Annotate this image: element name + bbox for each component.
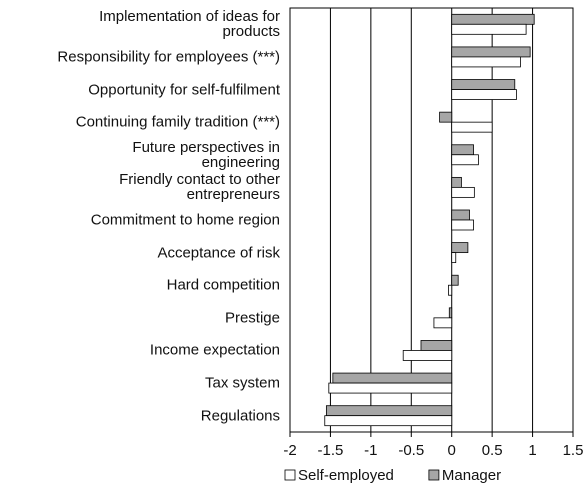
bar	[451, 154, 479, 166]
bar	[451, 186, 475, 198]
category-label: Continuing family tradition (***)	[75, 113, 280, 131]
x-tick-label: -1	[364, 442, 377, 459]
bar	[451, 89, 517, 100]
bar	[448, 307, 453, 319]
bar	[332, 372, 453, 384]
category-label: Tax system	[204, 374, 280, 392]
legend-label: Manager	[442, 467, 501, 484]
bar	[451, 274, 459, 286]
bar	[451, 209, 470, 221]
plot-frame	[289, 7, 574, 433]
category-label: Opportunity for self-fulfilment	[88, 81, 280, 99]
bar	[451, 13, 535, 25]
bar	[451, 46, 531, 58]
bar	[451, 252, 457, 264]
x-tick-label: -1.5	[317, 442, 343, 459]
x-tick-label: -2	[283, 442, 296, 459]
legend-swatch	[284, 469, 296, 481]
bar	[451, 144, 474, 156]
bar	[325, 405, 453, 417]
bar	[451, 23, 527, 35]
bar	[433, 317, 453, 329]
category-label: Friendly contact to other entrepreneurs	[119, 171, 280, 204]
bar	[451, 121, 493, 133]
bar	[451, 176, 462, 188]
bar	[420, 340, 453, 351]
legend-swatch	[428, 469, 440, 481]
category-label: Commitment to home region	[90, 211, 280, 229]
bar	[451, 219, 474, 231]
x-tick-label: 1	[528, 442, 536, 459]
x-tick-label: 0	[448, 442, 456, 459]
category-label: Responsibility for employees (***)	[57, 48, 280, 66]
x-tick-label: -0.5	[398, 442, 424, 459]
bar	[448, 284, 453, 296]
legend-label: Self-employed	[298, 467, 394, 484]
category-label: Acceptance of risk	[157, 244, 280, 262]
category-label: Prestige	[224, 309, 280, 327]
category-label: Hard competition	[166, 276, 280, 294]
bar	[451, 242, 469, 254]
x-tick-label: 0.5	[482, 442, 503, 459]
x-tick-label: 1.5	[563, 442, 583, 459]
category-label: Income expectation	[149, 341, 280, 359]
bar	[451, 56, 521, 68]
category-label: Future perspectives in engineering	[132, 138, 280, 171]
bar	[328, 382, 453, 394]
category-label: Regulations	[200, 407, 280, 425]
bar	[439, 111, 453, 123]
bar	[451, 79, 516, 90]
bar	[324, 415, 453, 427]
bar	[402, 350, 453, 361]
category-label: Implementation of ideas for products	[99, 8, 280, 41]
